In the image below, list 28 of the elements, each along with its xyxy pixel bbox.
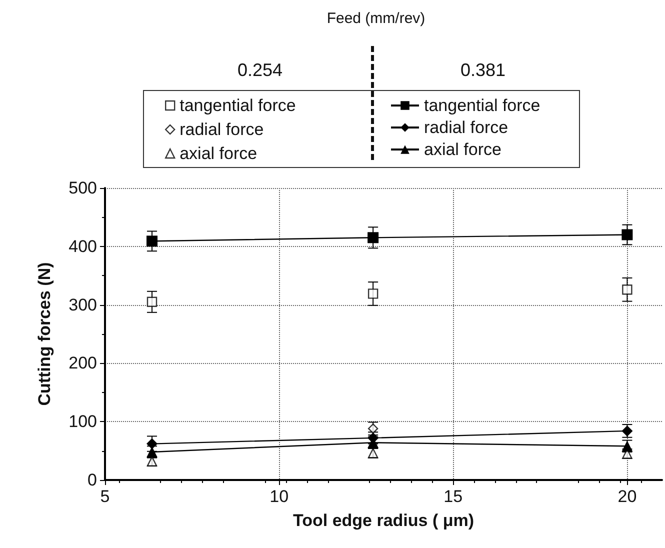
y-tick-label: 100 <box>68 412 97 432</box>
point <box>368 232 379 244</box>
legend-label: tangential force <box>424 96 540 115</box>
x-tick-label: 10 <box>270 487 289 506</box>
text: 0.381 <box>460 60 506 80</box>
y-axis-title: Cutting forces (N) <box>35 262 54 406</box>
y-tick-label: 300 <box>68 295 97 314</box>
x-tick-label: 5 <box>100 487 110 506</box>
point <box>146 236 158 247</box>
x-tick-label: 15 <box>444 487 463 506</box>
point <box>146 296 158 307</box>
legend-label: radial force <box>180 120 264 139</box>
legend-label: tangential force <box>180 96 296 115</box>
y-tick-label: 500 <box>68 178 97 198</box>
y-tick-label: 0 <box>88 470 97 490</box>
point <box>622 284 632 295</box>
point <box>368 288 378 299</box>
y-tick-label: 400 <box>68 236 97 256</box>
x-axis-title: Tool edge radius ( μm) <box>292 511 474 530</box>
legend-title: Feed (mm/rev) <box>326 10 426 27</box>
legend-label: axial force <box>424 140 502 159</box>
text: 0.254 <box>237 60 283 80</box>
legend-label: axial force <box>180 144 258 163</box>
point <box>622 229 633 240</box>
point <box>146 438 158 450</box>
x-tick-label: 20 <box>618 487 637 506</box>
legend-label: radial force <box>424 118 508 137</box>
y-tick-label: 200 <box>68 354 97 373</box>
